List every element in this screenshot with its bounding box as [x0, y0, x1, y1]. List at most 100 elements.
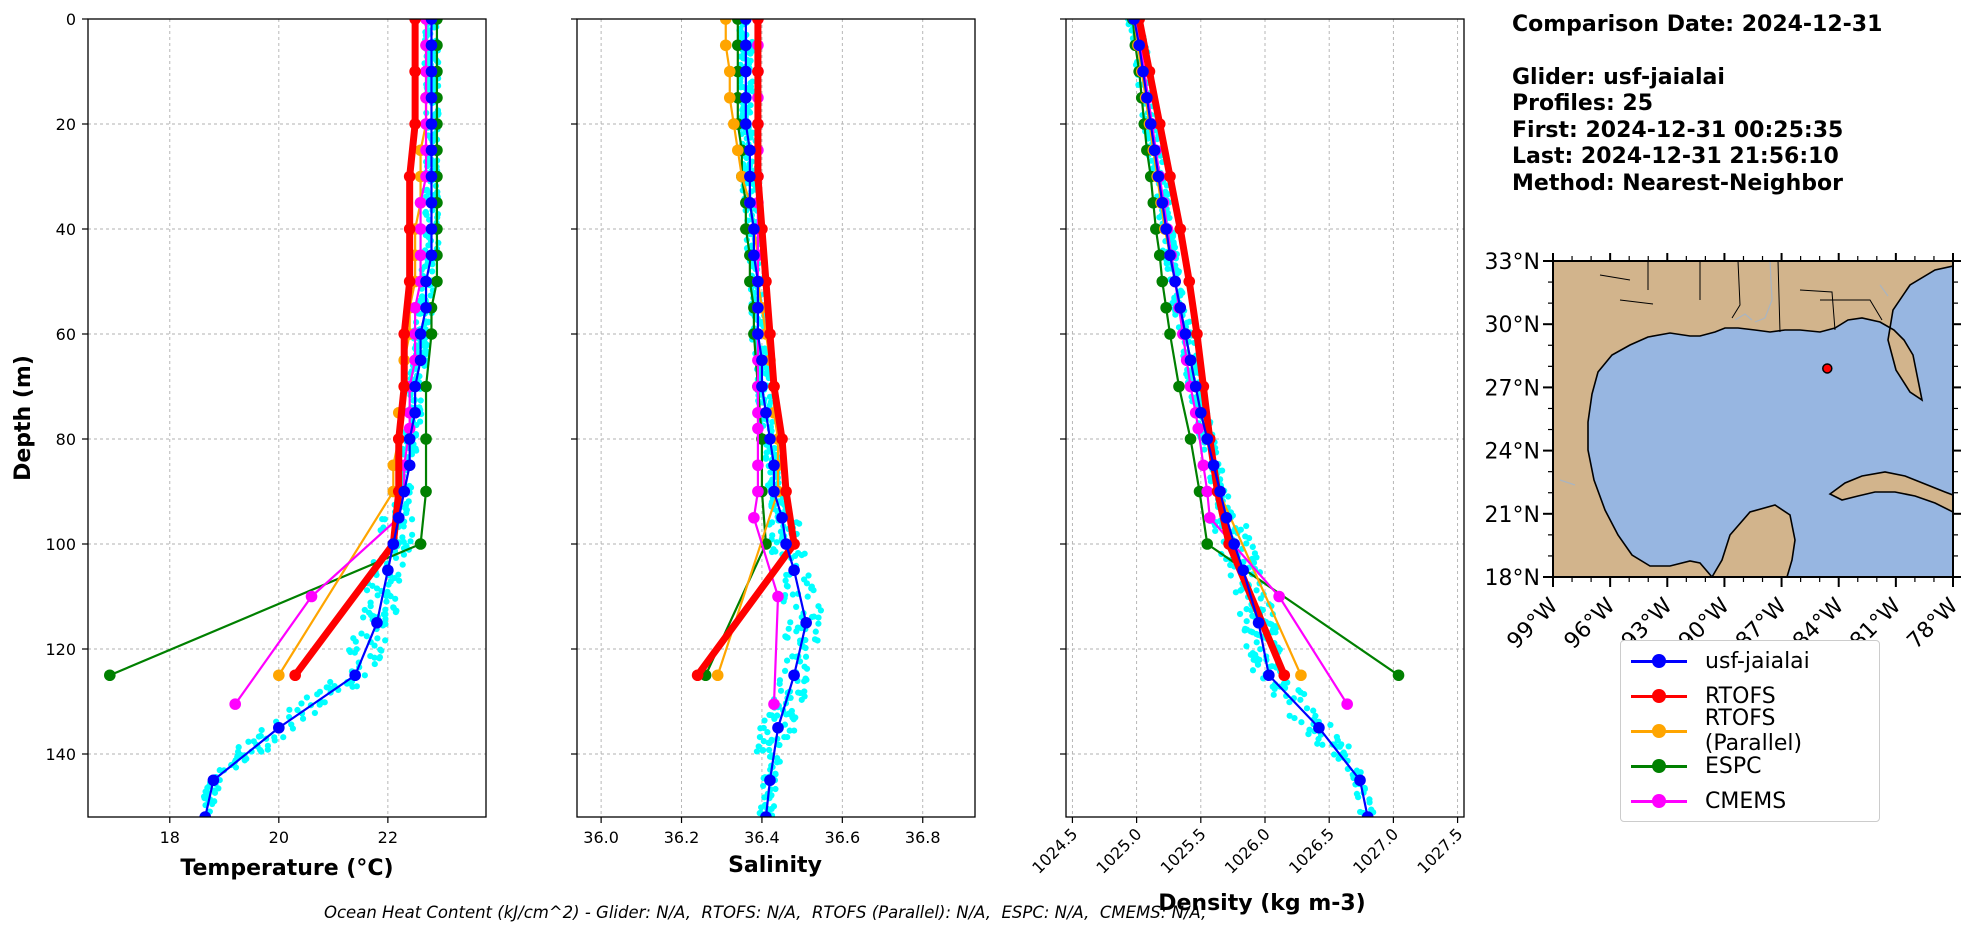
glider-scatter-point — [399, 534, 406, 541]
series-point — [1164, 249, 1176, 262]
glider-scatter-point — [1284, 679, 1291, 686]
glider-scatter-point — [377, 646, 384, 653]
series-point — [1173, 380, 1185, 393]
glider-scatter-point — [746, 109, 754, 116]
series-point — [1278, 669, 1291, 682]
glider-name: Glider: usf-jaialai — [1512, 64, 1725, 90]
glider-scatter-point — [1334, 737, 1341, 744]
map-lat-label: 30°N — [1485, 313, 1540, 338]
series-line-cmems — [1135, 19, 1349, 705]
series-point — [788, 538, 800, 550]
legend-label: usf-jaialai — [1705, 648, 1810, 674]
series-point — [403, 433, 416, 445]
series-point — [1273, 590, 1285, 603]
series-point — [752, 485, 764, 498]
series-point — [760, 811, 772, 817]
glider-scatter-point — [788, 707, 795, 715]
series-point — [1392, 669, 1405, 682]
glider-scatter-point — [403, 500, 410, 507]
x-tick-label: 18 — [160, 828, 180, 847]
series-point — [748, 249, 760, 262]
series-point — [1184, 433, 1197, 445]
glider-scatter-point — [1170, 241, 1177, 248]
glider-scatter-point — [400, 551, 408, 558]
glider-scatter-point — [787, 619, 794, 626]
glider-scatter-point — [1314, 740, 1321, 747]
x-tick-label: 1025.5 — [1157, 824, 1210, 877]
glider-scatter-point — [1330, 751, 1338, 758]
glider-scatter-point — [245, 738, 252, 745]
comparison-date: Comparison Date: 2024-12-31 — [1512, 12, 1883, 37]
map-frame — [1552, 260, 1954, 578]
density-axis-label: Density (kg m-3) — [1158, 891, 1366, 916]
glider-scatter-point — [403, 506, 410, 514]
glider-scatter-point — [796, 520, 803, 527]
map-lon-label: 96°W — [1560, 593, 1621, 654]
series-point — [776, 511, 788, 524]
series-point — [752, 422, 764, 435]
series-point — [756, 380, 768, 393]
map-land-cuba — [1828, 471, 1953, 513]
glider-scatter-point — [789, 714, 796, 721]
glider-scatter-point — [1186, 318, 1193, 325]
series-point — [403, 223, 416, 235]
series-point — [420, 433, 432, 445]
series-point — [752, 328, 764, 340]
series-point — [420, 275, 432, 288]
glider-scatter-point — [360, 614, 367, 621]
series-point — [764, 328, 776, 340]
glider-scatter-point — [379, 515, 386, 523]
series-point — [104, 669, 116, 682]
legend-label: CMEMS — [1705, 788, 1787, 814]
map-lat-label: 21°N — [1485, 503, 1540, 528]
series-point — [1228, 538, 1240, 550]
glider-scatter-point — [395, 571, 402, 578]
glider-scatter-point — [784, 733, 791, 741]
glider-scatter-point — [770, 803, 778, 810]
series-point — [740, 19, 752, 25]
glider-scatter-point — [423, 193, 430, 200]
glider-scatter-point — [418, 293, 426, 300]
glider-scatter-point — [746, 49, 753, 56]
series-point — [748, 223, 760, 235]
series-point — [392, 433, 405, 445]
glider-scatter-point — [815, 620, 822, 627]
series-point — [1164, 170, 1176, 183]
x-tick-label: 36.0 — [583, 828, 619, 847]
glider-scatter-point — [755, 743, 762, 750]
glider-scatter-point — [327, 678, 334, 686]
glider-scatter-point — [382, 637, 389, 644]
glider-scatter-point — [215, 785, 222, 792]
glider-scatter-point — [367, 603, 374, 610]
glider-scatter-point — [211, 789, 219, 796]
series-point — [425, 144, 438, 157]
glider-scatter-point — [425, 242, 432, 249]
gulf-of-mexico-map: 99°W96°W93°W90°W87°W84°W81°W78°W33°N30°N… — [1485, 250, 1964, 654]
glider-scatter-point — [762, 454, 770, 461]
glider-scatter-point — [1251, 550, 1259, 557]
series-point — [752, 170, 764, 183]
glider-scatter-point — [286, 706, 293, 713]
last-time: Last: 2024-12-31 21:56:10 — [1512, 144, 1839, 169]
map-lat-label: 24°N — [1485, 440, 1540, 465]
glider-scatter-point — [760, 738, 767, 745]
series-point — [756, 354, 768, 367]
glider-scatter-point — [316, 701, 323, 708]
glider-scatter-point — [768, 712, 775, 719]
glider-scatter-point — [783, 711, 790, 718]
x-tick-label: 1027.5 — [1413, 824, 1466, 877]
glider-scatter-point — [801, 550, 808, 557]
glider-scatter-point — [1227, 572, 1234, 579]
series-point — [1153, 249, 1166, 262]
series-point — [800, 616, 812, 629]
glider-scatter-point — [1169, 299, 1176, 307]
glider-scatter-point — [1171, 294, 1178, 301]
series-point — [403, 170, 416, 183]
series-point — [752, 275, 764, 288]
series-point — [744, 170, 756, 183]
series-point — [748, 511, 760, 524]
glider-scatter-point — [766, 393, 774, 400]
glider-scatter-point — [811, 636, 819, 643]
glider-scatter-point — [1327, 721, 1334, 729]
density-panel: 1024.5 1025.0 1025.5 1026.0 1026.5 1027.0 1027… — [1028, 18, 1466, 877]
